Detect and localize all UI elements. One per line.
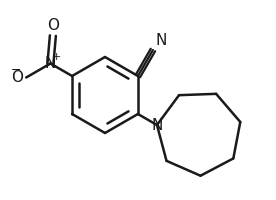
Text: O: O bbox=[47, 18, 59, 33]
Text: −: − bbox=[11, 64, 22, 77]
Text: N: N bbox=[151, 117, 163, 132]
Text: O: O bbox=[11, 70, 23, 85]
Text: N: N bbox=[45, 56, 56, 71]
Text: N: N bbox=[156, 33, 167, 48]
Text: +: + bbox=[52, 52, 62, 62]
